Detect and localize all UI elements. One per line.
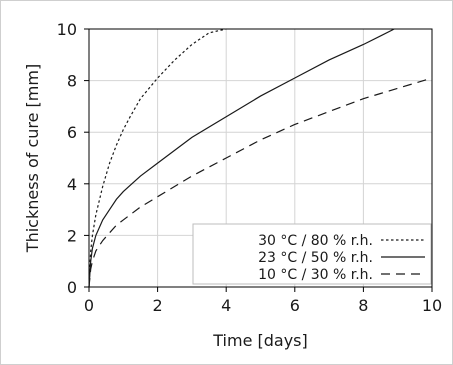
y-axis-label: Thickness of cure [mm] — [23, 64, 42, 253]
x-tick-label-8: 8 — [358, 296, 368, 315]
legend-label-1: 23 °C / 50 % r.h. — [258, 250, 373, 266]
tick-labels: 0 2 4 6 8 10 0 2 4 6 8 10 — [57, 20, 443, 315]
x-tick-label-0: 0 — [84, 296, 94, 315]
legend-label-0: 30 °C / 80 % r.h. — [258, 233, 373, 249]
series-line-1 — [88, 28, 395, 288]
legend: 30 °C / 80 % r.h.23 °C / 50 % r.h.10 °C … — [192, 223, 432, 285]
series-line-0 — [88, 28, 227, 288]
y-tick-label-10: 10 — [57, 20, 77, 39]
x-tick-label-10: 10 — [422, 296, 442, 315]
plot-border — [88, 28, 433, 288]
series-line-2 — [88, 77, 433, 288]
y-tick-label-0: 0 — [67, 278, 77, 297]
series-layer — [88, 28, 433, 288]
y-tick-label-4: 4 — [67, 175, 77, 194]
y-tick-label-8: 8 — [67, 72, 77, 91]
x-tick-label-6: 6 — [290, 296, 300, 315]
legend-box — [192, 223, 432, 285]
x-tick-label-2: 2 — [153, 296, 163, 315]
x-tick-label-4: 4 — [221, 296, 231, 315]
x-axis-label: Time [days] — [212, 331, 308, 350]
y-tick-label-2: 2 — [67, 226, 77, 245]
legend-label-2: 10 °C / 30 % r.h. — [258, 267, 373, 283]
ticks — [84, 28, 433, 292]
y-tick-label-6: 6 — [67, 123, 77, 142]
